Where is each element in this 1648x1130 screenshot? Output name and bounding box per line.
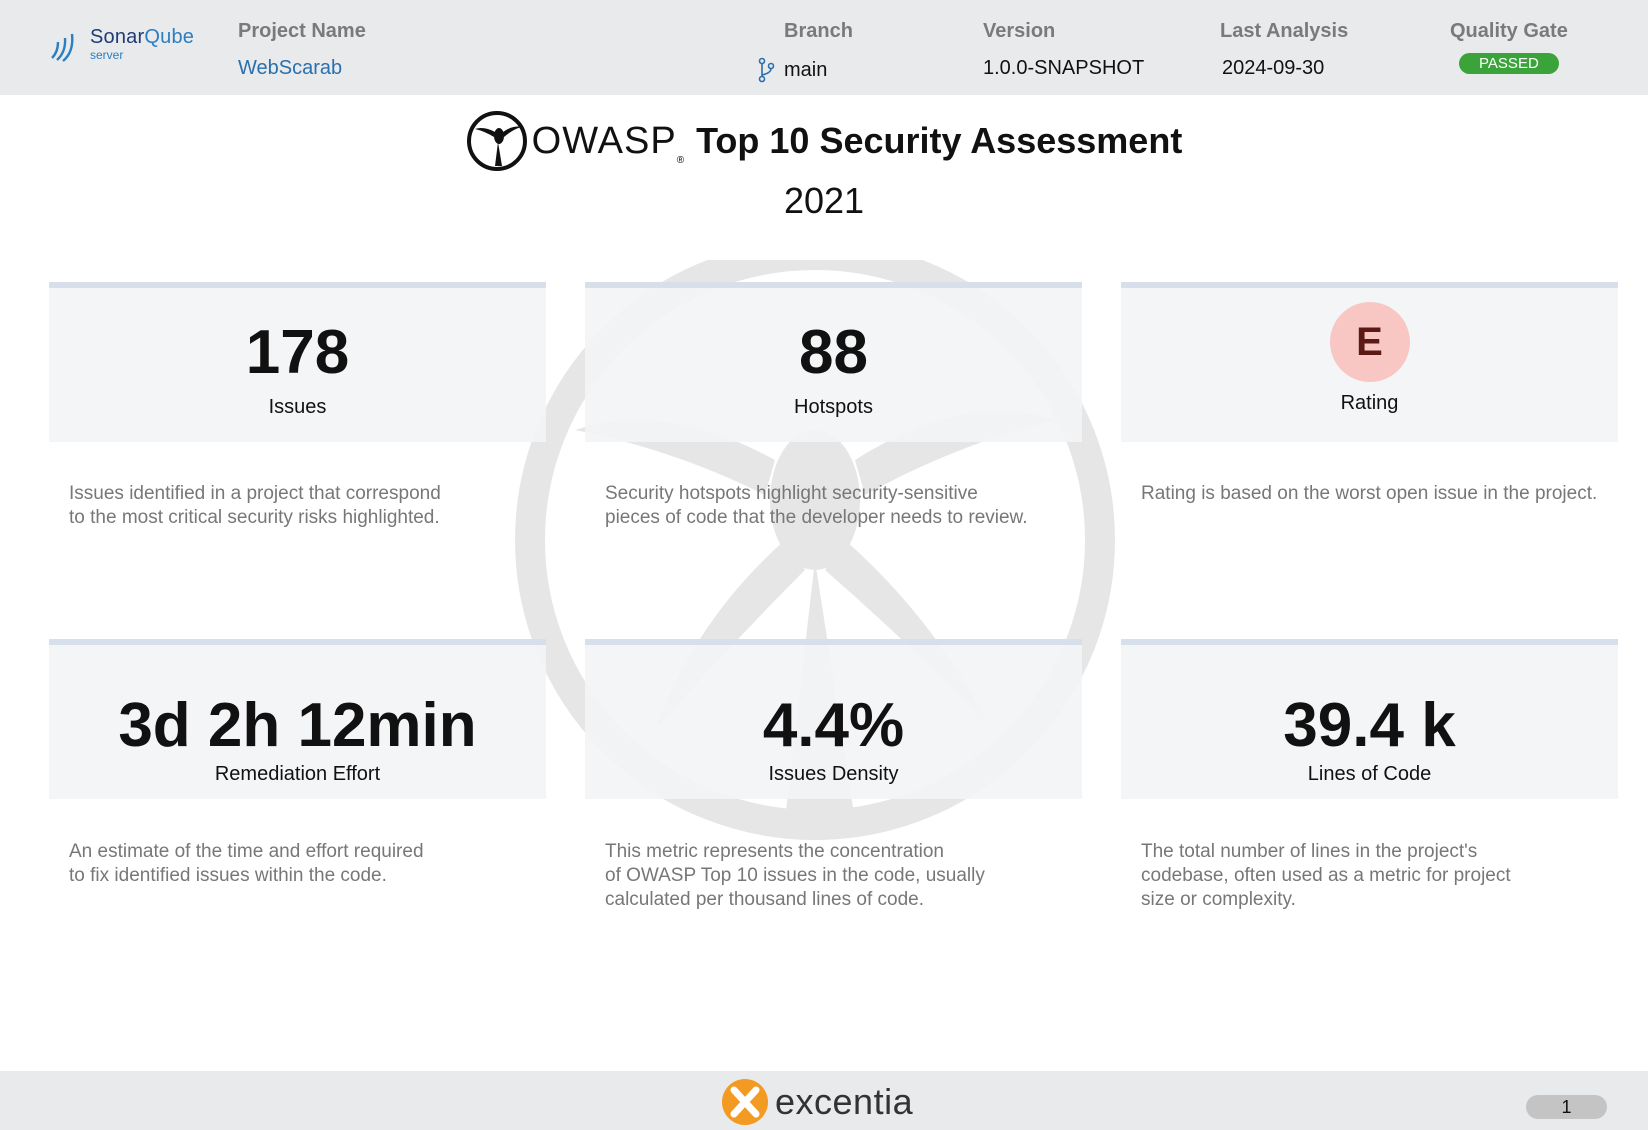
last-analysis-col: Last Analysis 2024-09-30: [1220, 20, 1348, 80]
excentia-word: excentia: [775, 1081, 914, 1122]
report-footer: excentia 1: [0, 1071, 1648, 1130]
issues-card: 178 Issues: [49, 282, 546, 442]
report-header: SonarQube server Project Name WebScarab …: [0, 0, 1648, 95]
sonarqube-logo: SonarQube server: [48, 26, 208, 66]
branch-icon: [758, 57, 775, 83]
sonar-waves-icon: [51, 33, 74, 62]
density-card: 4.4% Issues Density: [585, 639, 1082, 799]
last-analysis-value: 2024-09-30: [1222, 57, 1325, 79]
loc-description: The total number of lines in the project…: [1141, 841, 1511, 910]
excentia-logo: excentia: [721, 1077, 913, 1127]
page-title: Top 10 Security Assessment: [696, 120, 1183, 161]
logo-sub-text: server: [90, 48, 124, 62]
version-col: Version 1.0.0-SNAPSHOT: [983, 20, 1144, 80]
owasp-logo: OWASP ®: [466, 110, 684, 172]
rating-badge: E: [1329, 302, 1410, 382]
registered-mark: ®: [676, 155, 685, 166]
last-analysis-label: Last Analysis: [1220, 20, 1349, 42]
lines-of-code-value: 39.4 k: [1283, 691, 1456, 760]
excentia-x-icon: [722, 1079, 768, 1125]
owasp-word: OWASP: [531, 119, 677, 162]
logo-brand-text: SonarQube: [90, 26, 195, 48]
remediation-effort-value: 3d 2h 12min: [118, 691, 477, 760]
remediation-description: An estimate of the time and effort requi…: [69, 841, 424, 886]
project-name-label: Project Name: [238, 20, 366, 42]
hotspots-card: 88 Hotspots: [585, 282, 1082, 442]
issues-count: 178: [245, 318, 350, 387]
project-name-link[interactable]: WebScarab: [238, 57, 343, 79]
issues-density-label: Issues Density: [768, 763, 899, 785]
page-number: 1: [1526, 1095, 1607, 1119]
quality-gate-label: Quality Gate: [1450, 20, 1568, 42]
quality-gate-badge: PASSED: [1459, 53, 1559, 74]
issues-label: Issues: [268, 396, 327, 418]
branch-value-text: main: [784, 58, 828, 81]
loc-card: 39.4 k Lines of Code: [1121, 639, 1618, 799]
rating-description: Rating is based on the worst open issue …: [1141, 483, 1598, 504]
branch-col: Branch main: [756, 20, 853, 83]
project-name-col: Project Name WebScarab: [238, 20, 366, 80]
hotspots-label: Hotspots: [794, 396, 873, 418]
density-description: This metric represents the concentration…: [605, 841, 985, 910]
branch-value: main: [756, 57, 853, 83]
remediation-effort-label: Remediation Effort: [214, 763, 381, 785]
branch-label: Branch: [784, 20, 853, 42]
version-label: Version: [983, 20, 1056, 42]
rating-label: Rating: [1340, 392, 1399, 414]
lines-of-code-label: Lines of Code: [1307, 763, 1432, 785]
issues-description: Issues identified in a project that corr…: [69, 483, 441, 528]
owasp-wasp-icon: [466, 111, 527, 171]
remediation-card: 3d 2h 12min Remediation Effort: [49, 639, 546, 799]
report-year: 2021: [783, 180, 865, 221]
hotspots-count: 88: [799, 318, 868, 387]
quality-gate-col: Quality Gate PASSED: [1450, 20, 1568, 74]
report-title: OWASP ® Top 10 Security Assessment 2021: [0, 110, 1648, 222]
hotspots-description: Security hotspots highlight security-sen…: [605, 483, 1028, 528]
rating-card: E Rating: [1121, 282, 1618, 442]
version-value: 1.0.0-SNAPSHOT: [983, 57, 1145, 79]
issues-density-value: 4.4%: [762, 691, 905, 760]
